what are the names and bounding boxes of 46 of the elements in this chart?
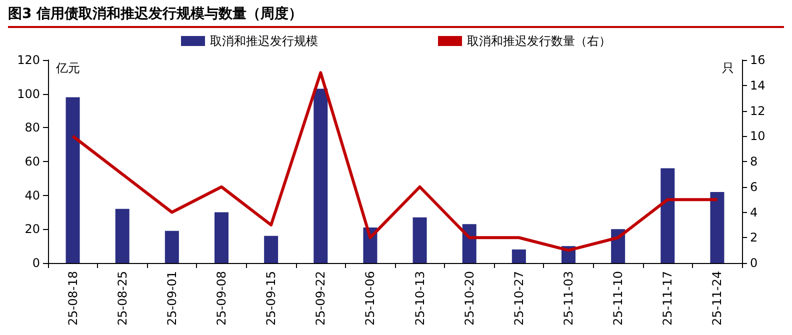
- bar: [660, 168, 675, 263]
- x-tick-label: 25-08-25: [115, 271, 130, 326]
- y-tick-label: 80: [24, 120, 40, 135]
- x-tick-label: 25-11-24: [710, 271, 724, 326]
- x-tick-label: 25-08-18: [66, 271, 80, 326]
- y2-tick-label: 16: [750, 53, 766, 67]
- y-tick-label: 0: [32, 256, 40, 270]
- bar: [314, 88, 328, 263]
- x-tick-label: 25-09-15: [264, 271, 278, 326]
- y2-tick-label: 8: [750, 154, 758, 168]
- y2-tick-label: 2: [750, 230, 758, 245]
- y2-tick-label: 10: [750, 129, 766, 144]
- y2-tick-label: 6: [750, 180, 758, 194]
- chart-title: 图3 信用债取消和推迟发行规模与数量（周度）: [8, 2, 784, 28]
- x-tick-label: 25-09-08: [214, 271, 228, 326]
- x-tick-label: 25-11-17: [660, 271, 675, 326]
- x-tick-label: 25-09-22: [314, 271, 328, 326]
- bar: [164, 230, 179, 263]
- y-tick-label: 40: [24, 188, 40, 202]
- y-tick-label: 20: [24, 222, 40, 236]
- legend-label: 取消和推迟发行数量（右）: [467, 34, 611, 48]
- bar: [412, 217, 427, 263]
- y-axis-title: 亿元: [55, 61, 80, 75]
- y2-axis-title: 只: [722, 61, 734, 75]
- legend-label: 取消和推迟发行规模: [210, 34, 318, 48]
- x-tick-label: 25-10-20: [462, 271, 476, 326]
- y2-tick-label: 14: [750, 78, 766, 92]
- bar: [264, 236, 278, 263]
- y2-tick-label: 4: [750, 205, 758, 220]
- y-tick-label: 60: [24, 154, 40, 168]
- y2-tick-label: 12: [750, 104, 766, 118]
- x-tick-label: 25-11-10: [611, 271, 626, 326]
- bar: [115, 208, 130, 263]
- bar: [66, 97, 80, 263]
- x-tick-label: 25-11-03: [562, 271, 576, 326]
- bar: [710, 192, 724, 263]
- x-tick-label: 25-10-13: [412, 271, 427, 326]
- x-tick-label: 25-09-01: [164, 271, 179, 326]
- bar: [214, 212, 228, 263]
- y2-tick-label: 0: [750, 256, 758, 270]
- x-tick-label: 25-10-27: [512, 271, 526, 326]
- x-tick-label: 25-10-06: [363, 271, 378, 326]
- y-tick-label: 100: [17, 86, 40, 101]
- bar: [512, 249, 526, 263]
- y-tick-label: 120: [17, 53, 40, 67]
- bar: [462, 224, 476, 263]
